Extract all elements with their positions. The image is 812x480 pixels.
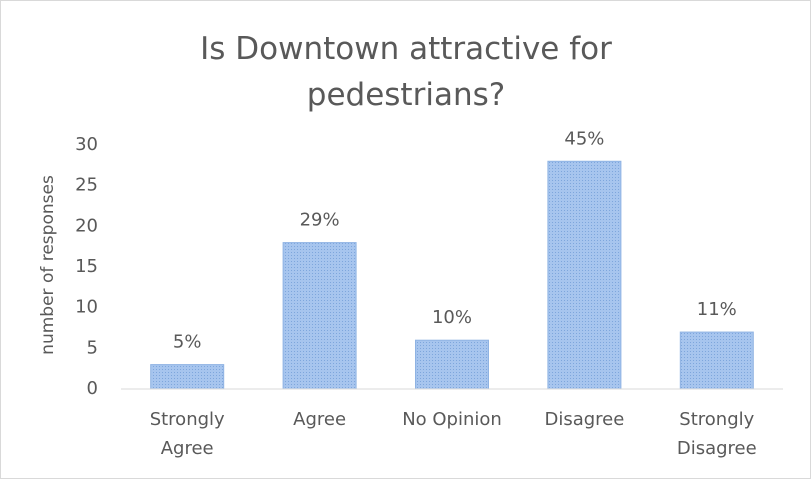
bar-texture xyxy=(679,331,754,390)
y-tick-label: 25 xyxy=(75,175,98,196)
x-tick-label: Agree xyxy=(293,409,347,430)
percent-label: 45% xyxy=(564,128,604,149)
percent-label: 10% xyxy=(432,307,472,328)
bar xyxy=(679,331,754,390)
bar xyxy=(415,339,489,390)
percent-label: 11% xyxy=(697,299,737,320)
x-tick-label: Strongly Agree xyxy=(149,409,225,459)
y-tick-label: 30 xyxy=(75,134,98,155)
bar xyxy=(282,242,357,390)
x-tick-label: Strongly Disagree xyxy=(676,409,757,459)
y-tick-label: 10 xyxy=(75,297,98,318)
y-axis-label: number of responses xyxy=(38,175,58,355)
chart-title: Is Downtown attractive for pedestrians? xyxy=(200,31,612,113)
bar-texture xyxy=(547,160,622,390)
x-tick-label: No Opinion xyxy=(402,409,502,430)
bar-texture xyxy=(282,242,357,390)
y-tick-label: 5 xyxy=(87,337,98,358)
y-tick-label: 0 xyxy=(87,378,98,399)
bar-texture xyxy=(150,364,225,390)
bar xyxy=(150,364,225,390)
bar-texture xyxy=(415,339,489,390)
bar xyxy=(547,160,622,390)
y-tick-label: 20 xyxy=(75,215,98,236)
percent-label: 29% xyxy=(300,210,340,231)
y-tick-label: 15 xyxy=(75,256,98,277)
x-tick-label: Disagree xyxy=(544,409,625,430)
percent-label: 5% xyxy=(173,332,202,353)
